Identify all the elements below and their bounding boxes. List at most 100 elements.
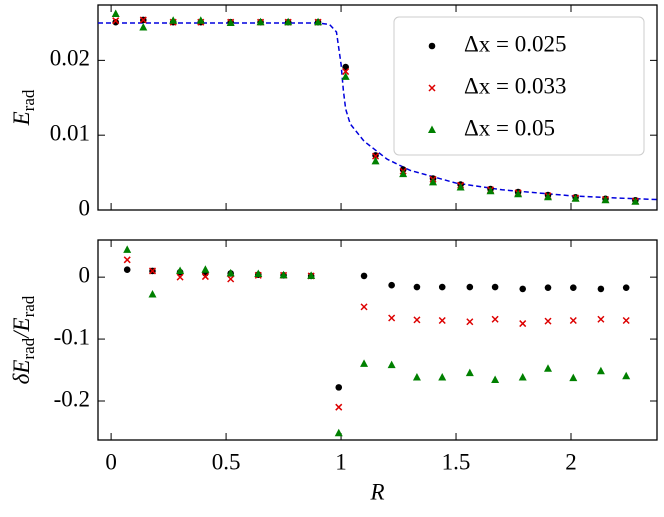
point (335, 384, 343, 391)
point (123, 266, 131, 274)
point (388, 314, 396, 322)
point (486, 186, 495, 195)
y-axis-label-part: rad (19, 295, 38, 317)
y-tick-label: -0.1 (54, 324, 90, 349)
point (438, 283, 446, 291)
point (514, 189, 523, 198)
x-tick-label: 0 (105, 449, 117, 474)
y-axis-label: Erad (9, 89, 38, 126)
point (544, 317, 552, 325)
x-tick-label: 1 (335, 449, 347, 474)
point (256, 17, 265, 26)
point (176, 266, 185, 274)
y-axis-label-part: rad (19, 89, 38, 111)
model-curve (98, 22, 658, 201)
point (569, 284, 577, 291)
legend-label: Δx = 0.05 (464, 115, 555, 140)
point (544, 192, 553, 201)
point (334, 428, 343, 437)
point (279, 270, 288, 279)
point (388, 281, 395, 289)
point (631, 197, 640, 205)
y-tick-label: 0 (79, 262, 91, 287)
point (597, 315, 605, 323)
y-tick-label: 0.02 (50, 46, 90, 71)
point (491, 315, 499, 323)
point (342, 68, 350, 76)
point (314, 17, 323, 26)
point (466, 283, 474, 291)
point (413, 316, 421, 324)
point (491, 375, 500, 383)
legend-label: Δx = 0.025 (464, 31, 567, 56)
y-tick-label: 0 (79, 195, 91, 220)
point (371, 156, 380, 165)
point (601, 195, 610, 204)
x-tick-label: 2 (565, 449, 577, 474)
point (413, 283, 421, 291)
point (429, 177, 438, 186)
point (112, 17, 120, 25)
point (622, 316, 630, 325)
point (491, 283, 499, 291)
point (544, 284, 552, 291)
point (342, 63, 349, 71)
point (387, 360, 396, 369)
point (569, 373, 578, 382)
plot-frame (97, 239, 658, 441)
plot-frame (97, 4, 658, 211)
point (123, 245, 132, 253)
point (139, 16, 147, 24)
point (201, 265, 210, 273)
point (139, 22, 148, 31)
x-axis-label: R (369, 479, 384, 504)
point (123, 256, 131, 264)
point (307, 271, 316, 279)
legend-marker (428, 125, 436, 133)
point (466, 318, 474, 326)
point (518, 372, 527, 381)
point (254, 269, 263, 278)
point (360, 359, 369, 367)
point (360, 303, 368, 311)
legend-box (393, 16, 645, 156)
y-axis-label-part: δE (9, 360, 34, 385)
point (412, 372, 421, 381)
point (226, 268, 235, 277)
point (227, 275, 235, 283)
y-axis-label-part: E (9, 111, 34, 126)
point (569, 316, 577, 325)
y-axis-label: δErad/Erad (9, 295, 38, 384)
x-tick-label: 1.5 (442, 449, 471, 474)
y-axis-label-part: /E (9, 317, 34, 339)
point (571, 194, 580, 202)
point (622, 371, 631, 380)
legend-marker (428, 42, 436, 50)
y-tick-label: 0.01 (50, 120, 90, 145)
point (544, 364, 553, 372)
point (399, 169, 408, 178)
y-axis-label-part: rad (19, 337, 38, 359)
point (597, 285, 605, 293)
point (226, 18, 235, 26)
point (196, 16, 205, 24)
x-tick-label: 0.5 (212, 449, 241, 474)
point (112, 18, 120, 26)
point (341, 72, 350, 80)
point (360, 272, 368, 280)
point (456, 183, 465, 191)
point (372, 152, 380, 160)
point (335, 403, 343, 411)
point (201, 273, 209, 281)
point (438, 316, 446, 325)
point (519, 320, 527, 328)
legend-marker (428, 84, 436, 92)
point (176, 273, 184, 281)
point (148, 267, 157, 275)
point (284, 17, 293, 26)
point (111, 9, 120, 17)
y-tick-label: -0.2 (54, 386, 90, 411)
point (169, 16, 178, 24)
point (596, 366, 605, 375)
